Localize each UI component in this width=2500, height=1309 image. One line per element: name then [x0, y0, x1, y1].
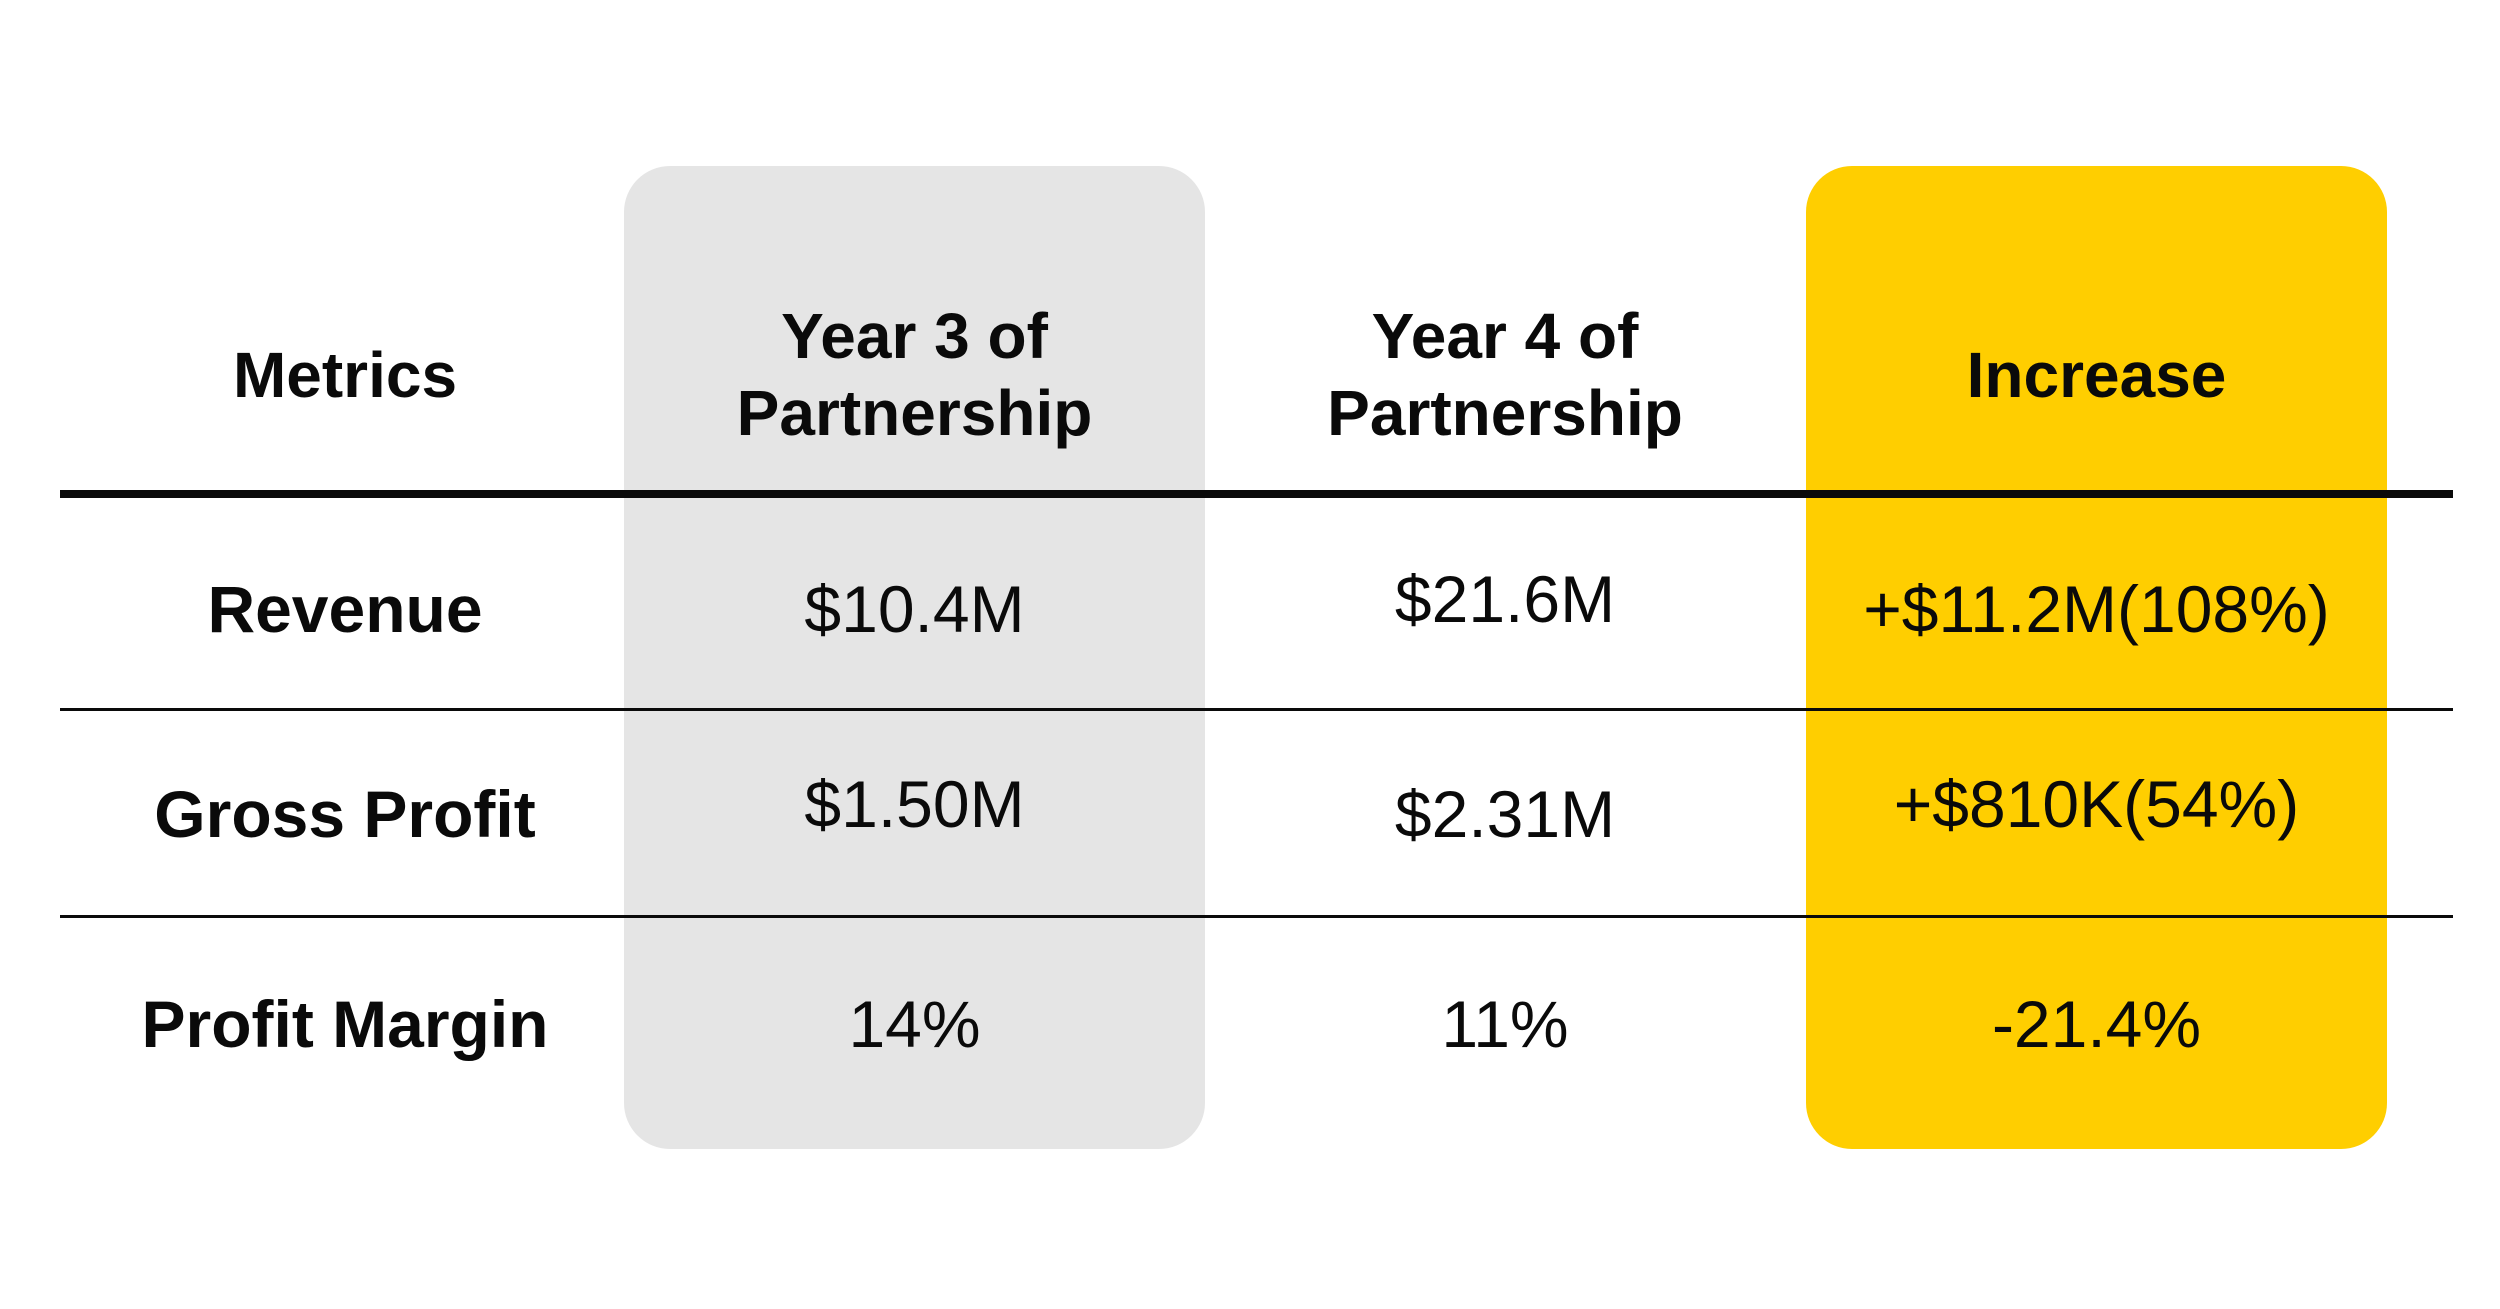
increase-column-highlight: [1806, 166, 2387, 1149]
header-year3: Year 3 of Partnership: [736, 300, 1093, 449]
header-increase: Increase: [1966, 338, 2227, 411]
revenue-increase: +$11.2M(108%): [1863, 572, 2330, 647]
profit-margin-year3: 14%: [848, 987, 981, 1062]
year3-column-highlight: [624, 166, 1205, 1149]
header-metrics: Metrics: [232, 338, 458, 411]
gross-profit-year4: $2.31M: [1394, 777, 1616, 852]
gross-profit-increase: +$810K(54%): [1893, 767, 2300, 842]
row-divider: [60, 915, 2453, 918]
row-label-gross-profit: Gross Profit: [154, 777, 536, 852]
row-label-revenue: Revenue: [207, 572, 483, 647]
row-label-profit-margin: Profit Margin: [141, 987, 549, 1062]
gross-profit-year3: $1.50M: [804, 767, 1025, 842]
row-divider: [60, 708, 2453, 711]
header-year4: Year 4 of Partnership: [1327, 300, 1683, 449]
profit-margin-year4: 11%: [1441, 987, 1569, 1062]
revenue-year4: $21.6M: [1394, 562, 1616, 637]
header-divider: [60, 490, 2453, 498]
profit-margin-increase: -21.4%: [1991, 987, 2202, 1062]
revenue-year3: $10.4M: [804, 572, 1025, 647]
